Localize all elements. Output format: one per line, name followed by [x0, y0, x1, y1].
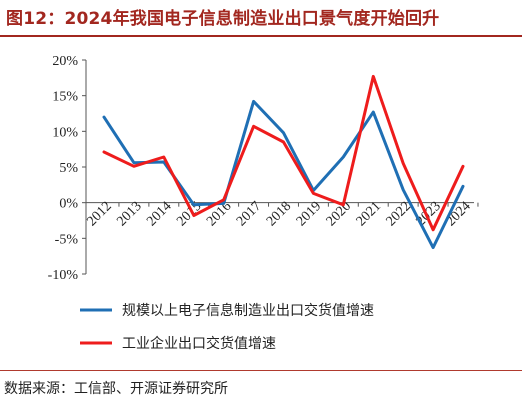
line-chart: 20%15%10%5%0%-5%-10%2012 2013 2014 2015 2016…	[48, 54, 479, 352]
footer-divider	[0, 370, 522, 371]
series-line-2	[102, 74, 465, 232]
y-tick-label: 5%	[59, 161, 78, 176]
data-source-note: 数据来源：工信部、开源证券研究所	[4, 381, 228, 397]
legend-label: 规模以上电子信息制造业出口交货值增速	[122, 302, 374, 319]
x-tick-label: 2012	[84, 199, 114, 229]
series-line-1	[102, 99, 465, 250]
y-tick-label: 0%	[59, 197, 78, 212]
chart-axes: 20%15%10%5%0%-5%-10%2012 2013 2014 2015 2016…	[48, 54, 479, 283]
chart-title: 图12：2024年我国电子信息制造业出口景气度开始回升	[6, 9, 440, 29]
y-tick-label: -10%	[48, 268, 79, 283]
chart-series	[102, 74, 465, 250]
y-tick-label: 10%	[52, 125, 78, 140]
y-tick-label: 20%	[52, 54, 78, 69]
y-tick-label: -5%	[55, 232, 79, 247]
legend-label: 工业企业出口交货值增速	[122, 335, 276, 352]
title-divider	[0, 35, 522, 37]
y-tick-label: 15%	[52, 90, 78, 105]
